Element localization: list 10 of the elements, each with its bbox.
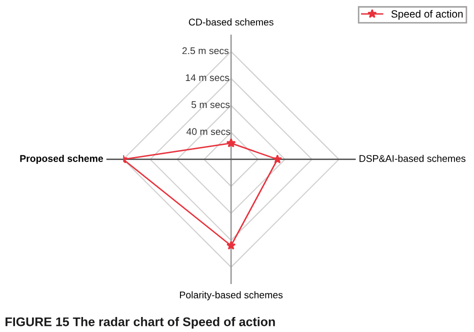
text: 5 m secs: [191, 101, 230, 108]
spoke-label: DSP&AI-based schemes: [360, 154, 466, 162]
text: 14 m secs: [186, 74, 230, 82]
spoke-label: CD-based schemes: [188, 18, 274, 26]
text: 2.5 m secs: [182, 47, 229, 54]
caption: FIGURE 15 The radar chart of Speed of action: [6, 317, 275, 329]
text: 40 m secs: [186, 128, 230, 136]
spoke-label: Polarity-based schemes: [180, 291, 283, 300]
legend-label: Speed of action: [391, 10, 463, 20]
spoke-label: Proposed scheme: [20, 154, 104, 164]
